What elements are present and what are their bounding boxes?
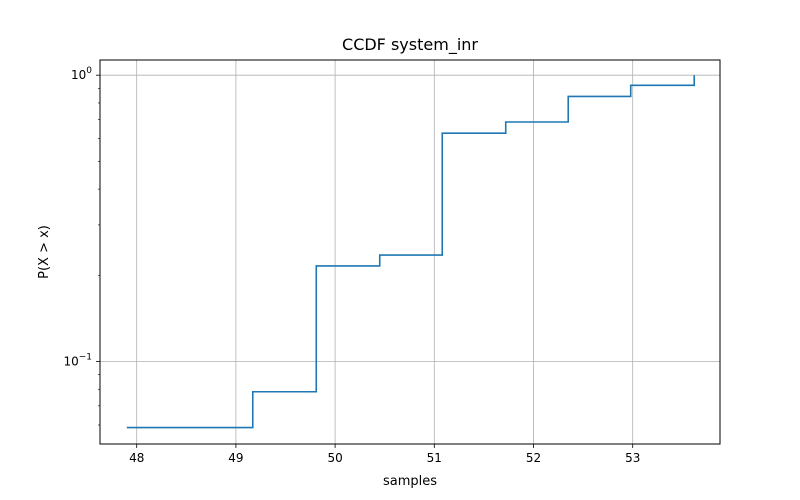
x-tick-label: 53 xyxy=(625,451,640,465)
x-tick-label: 51 xyxy=(427,451,442,465)
x-tick-label: 52 xyxy=(526,451,541,465)
chart-title: CCDF system_inr xyxy=(342,35,478,55)
y-tick-label: 10−1 xyxy=(63,352,92,368)
x-axis-label: samples xyxy=(383,474,437,489)
plot-frame xyxy=(99,59,721,445)
x-tick-label: 49 xyxy=(228,451,243,465)
grid xyxy=(100,60,720,444)
x-tick-label: 48 xyxy=(129,451,144,465)
x-axis-ticks: 48 49 50 51 52 53 xyxy=(129,444,640,465)
y-tick-label: 100 xyxy=(71,66,92,82)
ccdf-step-line xyxy=(126,75,696,429)
series-layer xyxy=(126,75,696,429)
y-axis-ticks: 10−1 100 xyxy=(63,66,100,426)
x-tick-label: 50 xyxy=(327,451,342,465)
y-axis-label: P(X > x) xyxy=(37,225,52,279)
